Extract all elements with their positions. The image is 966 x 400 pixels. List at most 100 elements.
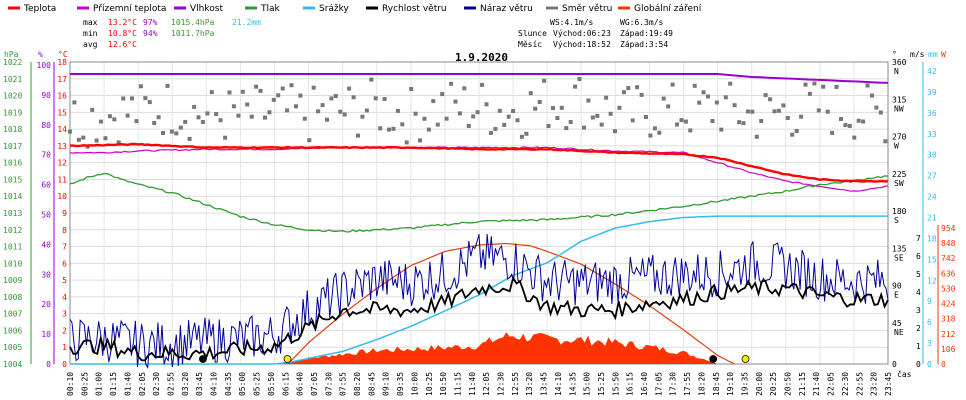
temperature-tick: 5 [62, 276, 67, 285]
x-tick: 11:40 [468, 372, 477, 396]
wind-direction-point [750, 109, 755, 114]
wind-direction-point [169, 129, 174, 134]
pressure-tick: 1015 [3, 175, 22, 184]
wind-direction-point [426, 127, 431, 132]
humidity-tick: 40 [41, 240, 51, 249]
wind-direction-point [391, 126, 396, 131]
wind-direction-point [81, 135, 86, 140]
wind-direction-point [621, 90, 626, 95]
pressure-tick: 1006 [3, 326, 22, 335]
radiation-tick: 0 [941, 360, 946, 369]
stat-value: avg [83, 40, 98, 49]
stat-value: 12.6°C [108, 40, 137, 49]
rain-tick: 30 [927, 151, 937, 160]
stat-value: 13.2°C [108, 18, 137, 27]
wind-direction-point [116, 140, 121, 145]
rain-tick: 3 [927, 339, 932, 348]
pressure-tick: 1014 [3, 192, 22, 201]
wind-direction-point [214, 112, 219, 116]
wind-direction-point [502, 122, 507, 127]
x-tick: 12:05 [482, 372, 491, 396]
temperature-tick: 2 [62, 326, 67, 335]
wind-direction-point [453, 99, 458, 104]
wind-direction-point [807, 91, 812, 96]
legend-entry: Náraz větru [480, 4, 533, 14]
wind-direction-point [546, 124, 551, 128]
wind-direction-point [790, 132, 795, 137]
wind-direction-point [648, 133, 653, 138]
wind-direction-point [422, 116, 427, 121]
wind-direction-point [325, 117, 329, 122]
temperature-tick: 9 [62, 209, 67, 218]
rain-tick: 9 [927, 297, 932, 306]
x-tick: 09:10 [382, 372, 391, 396]
wind-direction-point [493, 126, 498, 131]
wind-direction-point [723, 95, 728, 100]
rain-tick: 33 [927, 130, 937, 139]
temperature-unit: °C [58, 50, 68, 59]
rain-tick: 42 [927, 67, 937, 76]
pressure-tick: 1007 [3, 310, 22, 319]
humidity-tick: 70 [41, 151, 51, 160]
wind-direction-point [754, 134, 759, 139]
rain-tick: 27 [927, 172, 937, 181]
x-tick: 10:00 [410, 372, 419, 396]
x-tick: 20:25 [769, 372, 778, 396]
temperature-tick: 12 [57, 159, 67, 168]
wind-direction-point [639, 92, 644, 97]
wind-direction-point [484, 102, 489, 107]
sunset-info: Západ:19:49 [620, 29, 673, 38]
wind-direction-point [218, 118, 223, 123]
pressure-tick: 1019 [3, 108, 22, 117]
wind-direction-point [152, 121, 157, 125]
direction-tick-label: NE [894, 328, 904, 337]
wind-direction-point [692, 83, 697, 88]
wind-direction-point [165, 83, 170, 88]
x-tick: 21:15 [798, 372, 807, 396]
x-axis-label: čas [897, 369, 912, 379]
wind-direction-point [356, 133, 360, 138]
x-tick: 13:20 [525, 372, 534, 396]
wind-direction-point [697, 100, 702, 105]
x-tick: 15:50 [611, 372, 620, 396]
radiation-area [70, 332, 888, 364]
temperature-tick: 14 [57, 125, 67, 134]
wind-direction-point [559, 105, 564, 110]
x-tick: 17:05 [654, 372, 663, 396]
wind-direction-point [666, 104, 671, 109]
wind-direction-point [209, 90, 214, 95]
stat-value: 21.2mm [232, 18, 261, 27]
wind-direction-point [617, 105, 622, 110]
wind-direction-point [196, 115, 201, 120]
wind-direction-point [457, 111, 462, 116]
wind-direction-point [364, 108, 369, 113]
wind-direction-point [351, 95, 356, 100]
wind-direction-point [471, 114, 476, 119]
wind-speed-info: WS:4.1m/s [550, 18, 594, 27]
x-tick: 15:00 [583, 372, 592, 396]
pressure-tick: 1008 [3, 293, 22, 302]
wind-direction-point [776, 108, 781, 113]
wind-direction-point [112, 117, 117, 122]
wind-direction-point [555, 116, 560, 120]
wind-direction-point [763, 93, 768, 98]
x-tick: 05:25 [253, 372, 262, 396]
wind-direction-point [68, 129, 72, 134]
direction-tick-label: SE [894, 253, 904, 262]
x-tick: 04:10 [210, 372, 219, 396]
x-tick: 02:55 [166, 372, 175, 396]
direction-tick: 315 [892, 95, 907, 104]
wind-direction-point [183, 119, 188, 124]
wind-direction-point [701, 90, 706, 95]
wind-direction-point [586, 98, 591, 103]
stat-value: min [83, 29, 98, 38]
temperature-tick: 18 [57, 58, 67, 67]
wind-direction-point [138, 84, 143, 89]
x-tick: 20:00 [755, 372, 764, 396]
stat-value: 94% [143, 29, 158, 38]
wind-direction-point [231, 104, 236, 109]
wind-direction-point [404, 140, 409, 145]
wind-tick: 5 [916, 270, 921, 279]
wind-direction-point [156, 115, 161, 120]
stat-value: 1011.7hPa [171, 29, 215, 38]
